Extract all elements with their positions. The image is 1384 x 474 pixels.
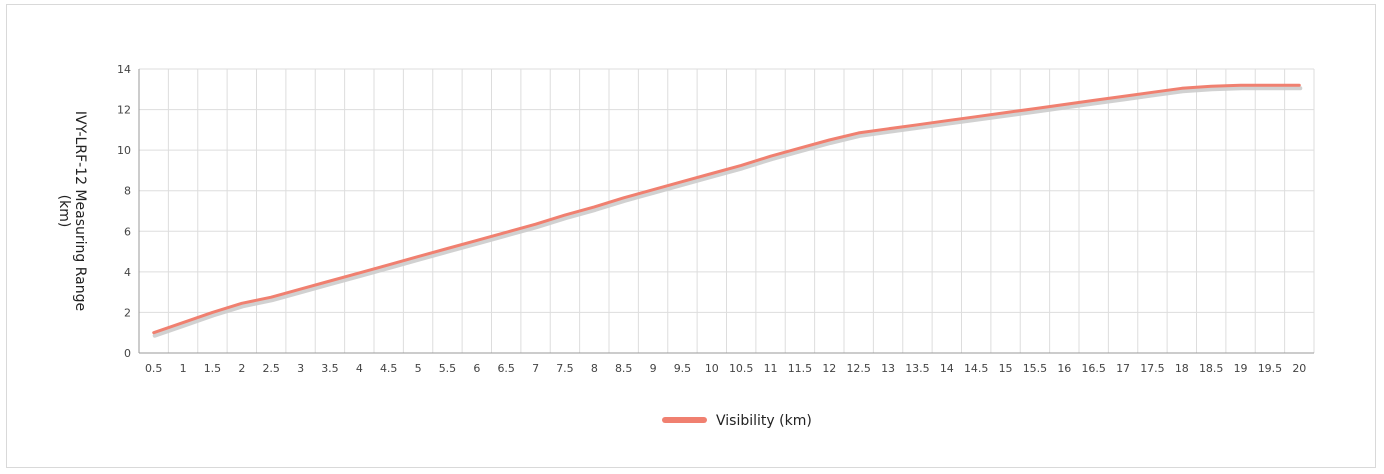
- x-tick-label: 3.5: [321, 362, 339, 375]
- x-tick-label: 9.5: [674, 362, 692, 375]
- y-tick-label: 14: [117, 63, 131, 76]
- x-tick-label: 9: [650, 362, 657, 375]
- x-tick-label: 3: [297, 362, 304, 375]
- x-tick-label: 17: [1116, 362, 1130, 375]
- x-tick-label: 13: [881, 362, 895, 375]
- y-tick-label: 6: [124, 225, 131, 238]
- x-tick-label: 11.5: [788, 362, 813, 375]
- x-tick-label: 19.5: [1258, 362, 1283, 375]
- x-tick-label: 10: [705, 362, 719, 375]
- y-tick-label: 12: [117, 104, 131, 117]
- x-tick-label: 18: [1175, 362, 1189, 375]
- x-tick-label: 6: [473, 362, 480, 375]
- y-axis-label-line: (km): [56, 195, 72, 228]
- x-tick-label: 16: [1057, 362, 1071, 375]
- y-axis-ticks: 0 2 4 6 8 10 12 14: [117, 63, 131, 360]
- x-tick-label: 19: [1234, 362, 1248, 375]
- legend-swatch: [662, 417, 707, 423]
- x-axis-ticks: 0.5 1 1.5 2 2.5 3 3.5 4 4.5 5 5.5 6 6.5 7 7.5 8 8.5 9 9.5 1…: [145, 362, 1306, 375]
- x-tick-label: 12: [822, 362, 836, 375]
- x-tick-label: 4.5: [380, 362, 398, 375]
- chart-frame: [6, 4, 1376, 468]
- x-tick-label: 8.5: [615, 362, 633, 375]
- series-line: [152, 83, 1301, 335]
- x-tick-label: 12.5: [846, 362, 871, 375]
- axes: [138, 69, 1314, 354]
- legend-label: Visibility (km): [716, 413, 812, 429]
- x-tick-label: 14: [940, 362, 954, 375]
- x-tick-label: 16.5: [1081, 362, 1106, 375]
- x-tick-label: 2.5: [262, 362, 280, 375]
- x-tick-label: 0.5: [145, 362, 163, 375]
- x-tick-label: 5: [415, 362, 422, 375]
- grid: [138, 68, 1315, 354]
- y-tick-label: 4: [124, 266, 131, 279]
- x-tick-label: 1.5: [204, 362, 222, 375]
- y-axis-label-line: IVY-LRF-12 Measuring Range: [72, 111, 88, 311]
- x-tick-label: 7: [532, 362, 539, 375]
- x-tick-label: 15.5: [1023, 362, 1048, 375]
- x-tick-label: 1: [180, 362, 187, 375]
- x-tick-label: 14.5: [964, 362, 989, 375]
- x-tick-label: 18.5: [1199, 362, 1224, 375]
- x-tick-label: 15: [999, 362, 1013, 375]
- y-tick-label: 8: [124, 185, 131, 198]
- y-tick-label: 0: [124, 347, 131, 360]
- x-tick-label: 20: [1292, 362, 1306, 375]
- y-tick-label: 10: [117, 144, 131, 157]
- x-tick-label: 6.5: [497, 362, 515, 375]
- series-group: [152, 83, 1303, 338]
- x-tick-label: 5.5: [439, 362, 457, 375]
- x-tick-label: 2: [238, 362, 245, 375]
- y-axis-label: IVY-LRF-12 Measuring Range(km): [56, 111, 88, 311]
- x-tick-label: 4: [356, 362, 363, 375]
- series-line-shadow: [152, 86, 1303, 338]
- legend: Visibility (km): [662, 413, 812, 429]
- x-tick-label: 8: [591, 362, 598, 375]
- y-tick-label: 2: [124, 306, 131, 319]
- x-tick-label: 7.5: [556, 362, 574, 375]
- x-tick-label: 10.5: [729, 362, 754, 375]
- x-tick-label: 17.5: [1140, 362, 1165, 375]
- x-tick-label: 13.5: [905, 362, 930, 375]
- x-tick-label: 11: [764, 362, 778, 375]
